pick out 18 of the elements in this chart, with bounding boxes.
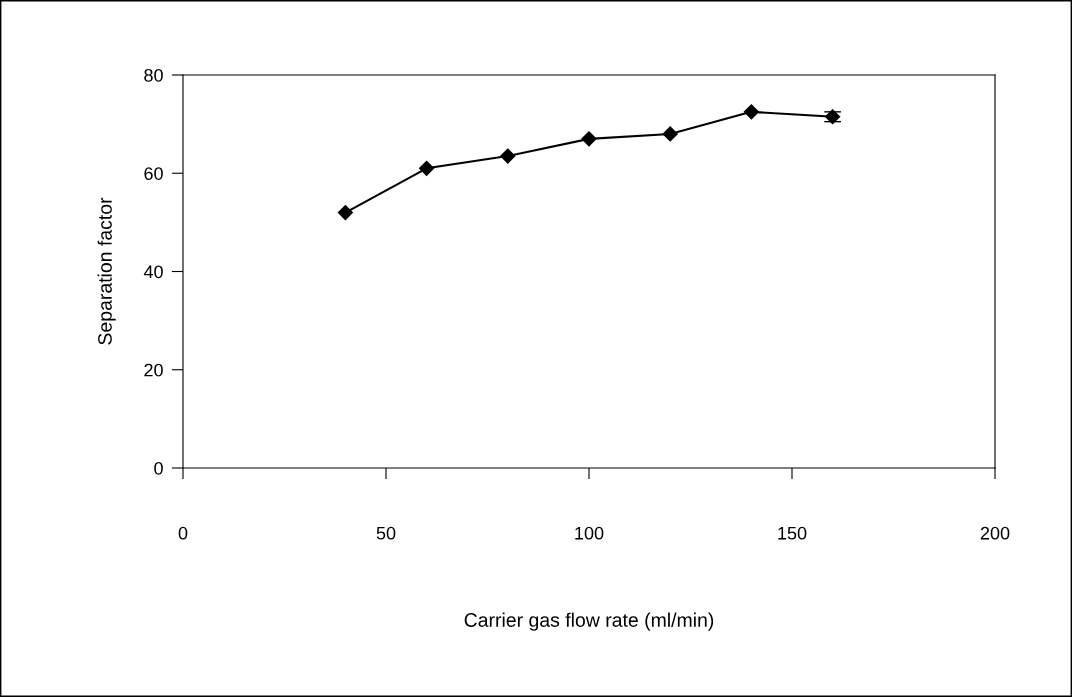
- point: [662, 126, 678, 142]
- point: [500, 148, 516, 164]
- x-tick-label: 0: [178, 526, 188, 540]
- x-tick-label: 50: [376, 526, 396, 540]
- x-tick-label: 150: [778, 526, 807, 540]
- x-tick-label: 100: [575, 526, 604, 540]
- point: [337, 204, 353, 221]
- point: [419, 160, 435, 176]
- y-tick-label: 80: [144, 68, 163, 82]
- point: [743, 104, 759, 120]
- x-axis-title: Carrier gas flow rate (ml/min): [464, 612, 714, 631]
- y-axis-title: Separation factor: [97, 197, 116, 345]
- y-tick-label: 40: [143, 265, 163, 279]
- y-tick-label: 60: [144, 167, 163, 180]
- y-tick-label: 20: [144, 363, 163, 377]
- point: [581, 131, 597, 147]
- x-tick-label: 200: [980, 526, 1010, 540]
- y-tick-label: 0: [154, 461, 163, 475]
